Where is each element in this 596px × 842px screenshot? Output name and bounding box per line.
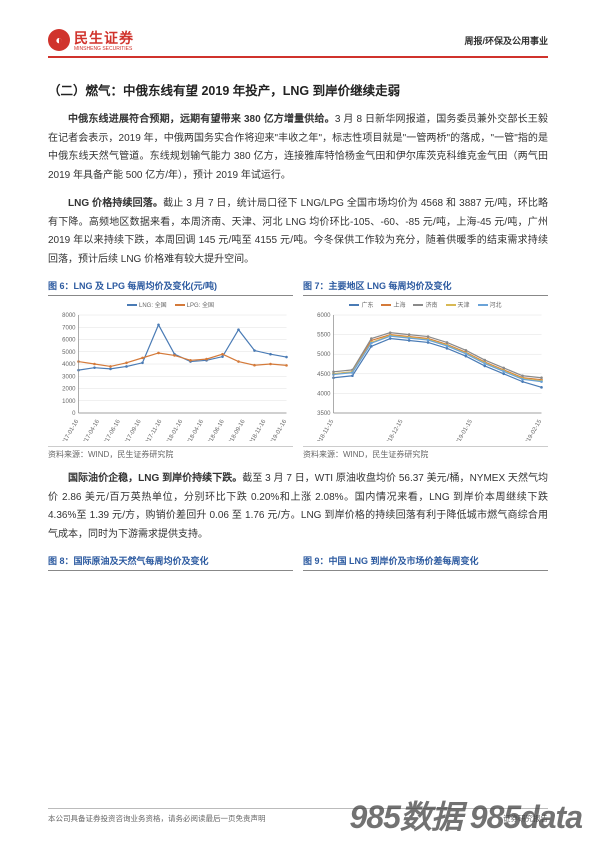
page-header: ◐ 民生证券 MINSHENG SECURITIES 周报/环保及公用事业 [48,28,548,58]
chart-7-source: 资料来源：WIND，民生证券研究院 [303,446,548,460]
svg-text:5500: 5500 [317,333,331,339]
svg-text:8000: 8000 [62,313,76,319]
svg-text:2018-09-16: 2018-09-16 [226,418,247,441]
svg-text:4000: 4000 [62,362,76,368]
svg-text:6000: 6000 [62,338,76,344]
logo-mark-icon: ◐ [48,29,70,51]
svg-text:6000: 6000 [317,313,331,319]
chart-7-canvas: 3500 4000 4500 5000 5500 6000 2018-11-15 2018-1… [303,311,548,441]
svg-text:2017-06-16: 2017-06-16 [101,418,122,441]
logo: ◐ 民生证券 MINSHENG SECURITIES [48,28,134,52]
header-category: 周报/环保及公用事业 [464,34,548,47]
legend-item: LPG: 全国 [175,300,214,309]
svg-text:2019-02-15: 2019-02-15 [523,418,544,441]
svg-text:2018-11-15: 2018-11-15 [315,418,336,441]
section-title: （二）燃气：中俄东线有望 2019 年投产，LNG 到岸价继续走弱 [48,80,548,99]
chart-6-canvas: 0 1000 2000 3000 4000 5000 6000 7000 8000 2017-01… [48,311,293,441]
paragraph-2: LNG 价格持续回落。截止 3 月 7 日，统计局口径下 LNG/LPG 全国市… [48,195,548,269]
chart-7-title: 图 7：主要地区 LNG 每周均价及变化 [303,279,548,296]
chart-6-legend: LNG: 全国 LPG: 全国 [48,300,293,309]
chart-7: 图 7：主要地区 LNG 每周均价及变化 广东上海济南天津河北 3500 4000… [303,279,548,460]
svg-text:4500: 4500 [317,372,331,378]
chart-8: 图 8：国际原油及天然气每周均价及变化 [48,554,293,575]
chart-6-source: 资料来源：WIND，民生证券研究院 [48,446,293,460]
para2-lead: LNG 价格持续回落。 [68,198,163,209]
paragraph-1: 中俄东线进展符合预期，远期有望带来 380 亿方增量供给。3 月 8 日新华网报… [48,111,548,185]
svg-text:5000: 5000 [317,352,331,358]
chart-row-2: 图 8：国际原油及天然气每周均价及变化 图 9：中国 LNG 到岸价及市场价差每… [48,554,548,575]
svg-text:3000: 3000 [62,374,76,380]
svg-text:2017-04-16: 2017-04-16 [80,418,101,441]
legend-item: 上海 [381,300,405,309]
chart-6-title: 图 6：LNG 及 LPG 每周均价及变化(元/吨) [48,279,293,296]
svg-text:5000: 5000 [62,350,76,356]
svg-text:2000: 2000 [62,387,76,393]
para3-lead: 国际油价企稳，LNG 到岸价持续下跌。 [68,473,242,484]
svg-text:2017-01-16: 2017-01-16 [60,418,81,441]
para1-lead: 中俄东线进展符合预期，远期有望带来 380 亿方增量供给。 [68,114,335,125]
svg-text:2019-01-16: 2019-01-16 [268,418,289,441]
legend-item: LNG: 全国 [127,300,167,309]
legend-item: 天津 [446,300,470,309]
svg-text:2017-11-16: 2017-11-16 [143,418,164,441]
logo-subtext: MINSHENG SECURITIES [74,46,134,52]
svg-text:4000: 4000 [317,391,331,397]
legend-item: 广东 [349,300,373,309]
svg-text:2018-06-16: 2018-06-16 [205,418,226,441]
chart-9: 图 9：中国 LNG 到岸价及市场价差每周变化 [303,554,548,575]
chart-7-legend: 广东上海济南天津河北 [303,300,548,309]
footer-left: 本公司具备证券投资咨询业务资格，请务必阅读最后一页免责声明 [48,813,266,824]
svg-text:2018-12-15: 2018-12-15 [384,418,405,441]
chart-8-title: 图 8：国际原油及天然气每周均价及变化 [48,554,293,571]
chart-9-title: 图 9：中国 LNG 到岸价及市场价差每周变化 [303,554,548,571]
svg-text:2017-09-16: 2017-09-16 [122,418,143,441]
svg-text:2018-01-16: 2018-01-16 [164,418,185,441]
paragraph-3: 国际油价企稳，LNG 到岸价持续下跌。截至 3 月 7 日，WTI 原油收盘均价… [48,470,548,544]
watermark: 985数据 985data [350,792,582,838]
svg-text:2018-04-16: 2018-04-16 [184,418,205,441]
svg-text:7000: 7000 [62,325,76,331]
chart-row-1: 图 6：LNG 及 LPG 每周均价及变化(元/吨) LNG: 全国 LPG: 全… [48,279,548,460]
logo-text: 民生证券 [74,30,134,46]
svg-text:0: 0 [72,411,76,417]
svg-text:1000: 1000 [62,399,76,405]
svg-text:2018-11-16: 2018-11-16 [247,418,268,441]
legend-item: 河北 [478,300,502,309]
chart-6: 图 6：LNG 及 LPG 每周均价及变化(元/吨) LNG: 全国 LPG: 全… [48,279,293,460]
legend-item: 济南 [413,300,437,309]
svg-text:2019-01-15: 2019-01-15 [453,418,474,441]
svg-text:3500: 3500 [317,411,331,417]
